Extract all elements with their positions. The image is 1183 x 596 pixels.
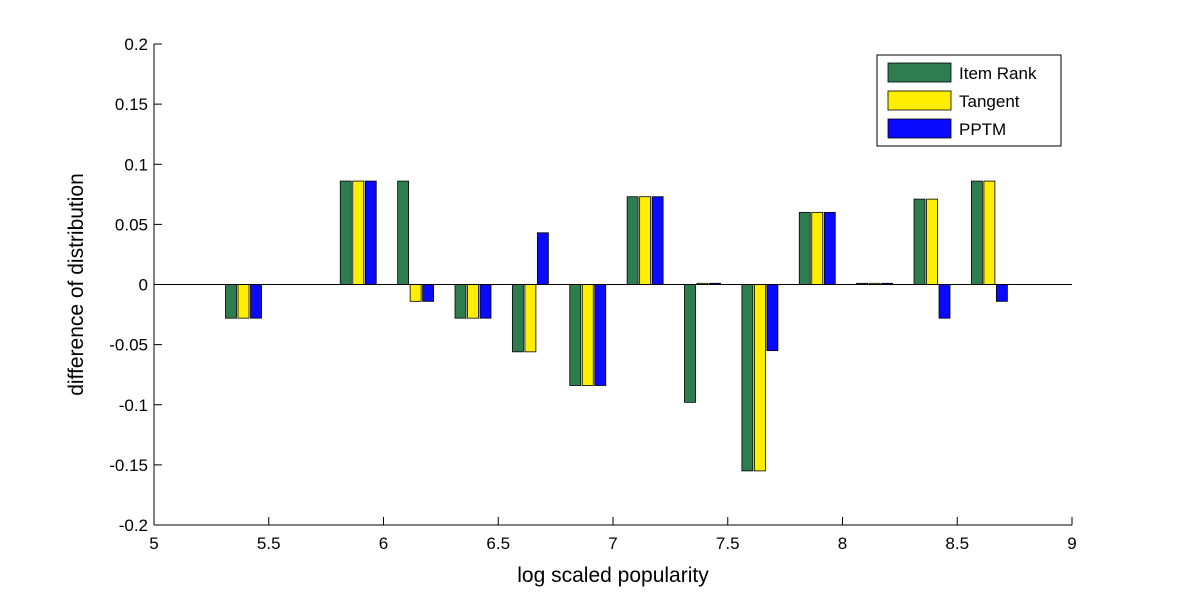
y-tick-label: -0.1 xyxy=(119,396,148,415)
bar-tangent xyxy=(811,211,824,285)
bar-tangent xyxy=(467,284,479,319)
bar-item-rank xyxy=(741,284,754,472)
bar-pptm xyxy=(536,232,549,285)
y-tick-label: 0.1 xyxy=(124,155,148,174)
legend-label: Tangent xyxy=(959,92,1020,111)
bar-tangent xyxy=(352,180,365,285)
bar-item-rank xyxy=(684,284,696,403)
y-axis-label: difference of distribution xyxy=(65,173,88,396)
bar-item-rank xyxy=(569,284,582,386)
bar-pptm xyxy=(938,284,951,319)
axes-group: -0.2 -0.15 -0.1 -0.05 0 0.05 0.1 0.15 0.2 5 5.5 6 6.… xyxy=(109,35,1076,553)
bar-item-rank xyxy=(225,284,237,319)
y-tick-label: 0.05 xyxy=(115,215,148,234)
legend-swatch xyxy=(887,90,952,111)
bar-tangent xyxy=(983,180,996,285)
y-tick-label: -0.2 xyxy=(119,516,148,535)
bar-item-rank xyxy=(397,180,410,285)
bar-tangent xyxy=(409,284,422,302)
legend-swatch xyxy=(887,118,952,139)
bar-item-rank xyxy=(970,180,983,285)
bar-pptm xyxy=(823,211,836,285)
y-tick-label: 0 xyxy=(139,276,148,295)
bar-item-rank xyxy=(454,284,467,319)
bar-pptm xyxy=(422,284,435,302)
bar-tangent xyxy=(639,196,652,285)
x-tick-label: 7 xyxy=(608,534,617,553)
legend-swatch xyxy=(887,62,952,83)
x-tick-label: 5.5 xyxy=(257,534,281,553)
bar-pptm xyxy=(651,196,664,285)
x-axis-label: log scaled popularity xyxy=(517,564,709,587)
y-tick-label: -0.05 xyxy=(109,336,148,355)
bar-tangent xyxy=(753,284,766,472)
bar-item-rank xyxy=(913,198,926,285)
y-tick-label: 0.15 xyxy=(115,95,148,114)
bar-item-rank xyxy=(626,196,639,285)
y-tick-label: 0.2 xyxy=(124,35,148,54)
bar-item-rank xyxy=(339,180,352,285)
x-tick-label: 8 xyxy=(838,534,847,553)
legend-label: Item Rank xyxy=(959,64,1037,83)
bar-tangent xyxy=(237,284,250,319)
bar-pptm xyxy=(594,284,607,386)
x-tick-label: 6 xyxy=(379,534,388,553)
x-tick-label: 9 xyxy=(1067,534,1076,553)
bar-tangent xyxy=(581,284,594,386)
bar-pptm xyxy=(995,284,1008,302)
y-tick-label: -0.15 xyxy=(109,456,148,475)
bar-tangent xyxy=(524,284,537,353)
x-tick-label: 5 xyxy=(149,534,158,553)
bar-item-rank xyxy=(511,284,524,353)
bar-item-rank xyxy=(798,211,811,285)
x-tick-label: 8.5 xyxy=(945,534,969,553)
bar-pptm xyxy=(364,180,377,285)
x-tick-label: 7.5 xyxy=(716,534,740,553)
legend: Item Rank Tangent PPTM xyxy=(876,54,1062,147)
legend-label: PPTM xyxy=(959,120,1006,139)
bar-tangent xyxy=(926,198,938,285)
bar-pptm xyxy=(250,284,262,319)
bar-pptm xyxy=(766,284,779,352)
bar-pptm xyxy=(479,284,492,319)
x-tick-label: 6.5 xyxy=(486,534,510,553)
